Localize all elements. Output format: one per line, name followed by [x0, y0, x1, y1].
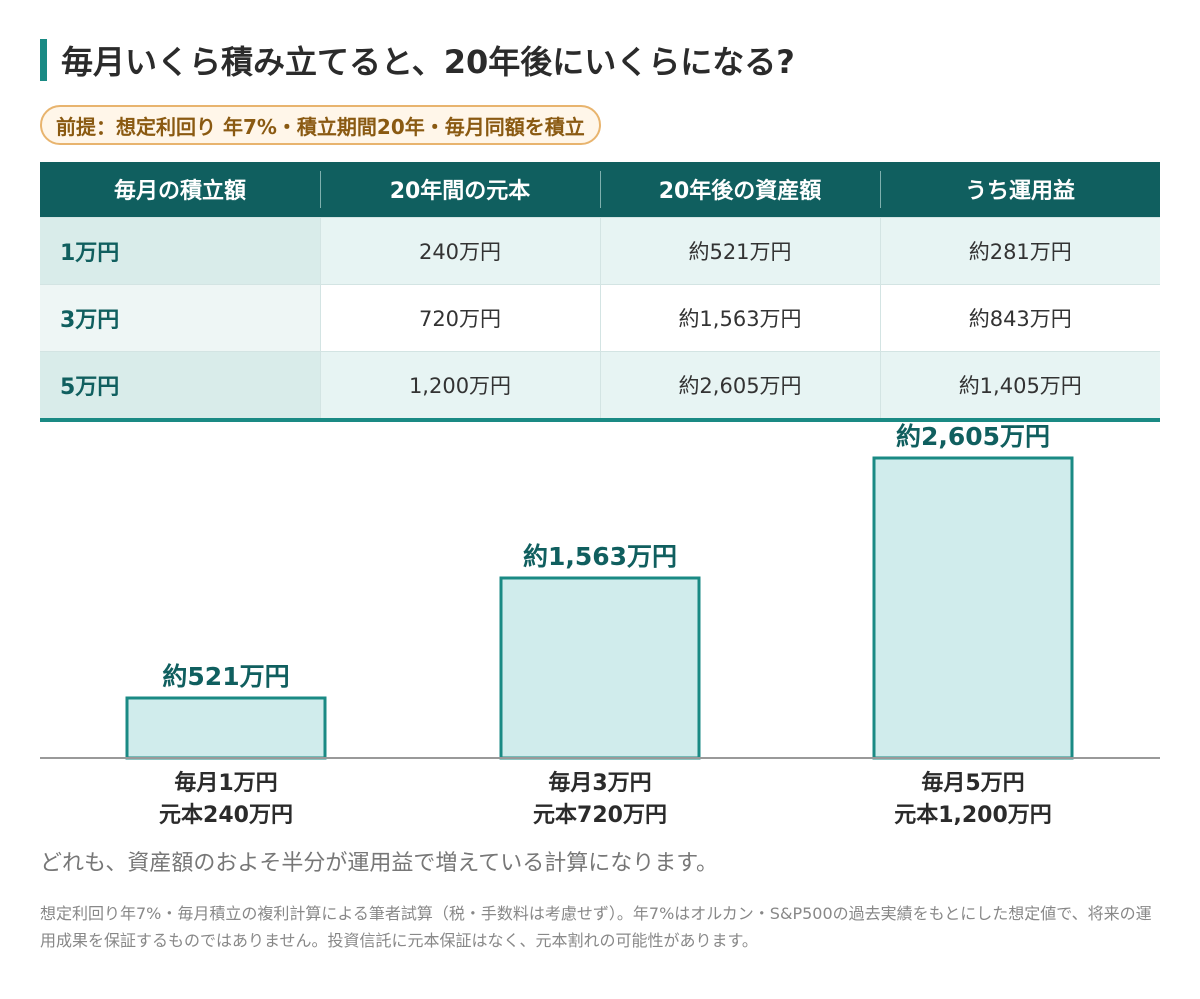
cell-principal: 240万円	[319, 216, 600, 284]
cell-principal: 1,200万円	[319, 350, 600, 418]
bar	[872, 456, 1074, 760]
header-monthly-amount: 毎月の積立額	[40, 162, 320, 217]
x-label-principal: 元本1,200万円	[894, 803, 1052, 828]
bar	[125, 696, 327, 760]
bar-chart: 約521万円 約1,563万円 約2,605万円	[40, 422, 1160, 760]
page-title: 毎月いくら積み立てると、20年後にいくらになる?	[61, 43, 795, 81]
premise-badge: 前提：想定利回り 年7%・積立期間20年・毎月同額を積立	[40, 105, 601, 145]
cell-monthly-amount: 3万円	[40, 283, 320, 351]
cell-investment-gain: 約281万円	[879, 216, 1160, 284]
cell-principal: 720万円	[319, 283, 600, 351]
x-category-label: 毎月5万円 元本1,200万円	[843, 768, 1103, 832]
table-row: 1万円 240万円 約521万円 約281万円	[40, 216, 1160, 284]
bar-value-label: 約2,605万円	[896, 422, 1050, 451]
x-label-monthly: 毎月3万円	[548, 771, 652, 796]
title-accent-bar	[40, 39, 47, 81]
bar-group: 約521万円 約1,563万円 約2,605万円	[125, 422, 1074, 760]
header-principal: 20年間の元本	[320, 162, 600, 217]
footnote: 想定利回り年7%・毎月積立の複利計算による筆者試算（税・手数料は考慮せず）。年7…	[40, 904, 1152, 950]
cell-monthly-amount: 5万円	[40, 350, 320, 418]
cell-asset-value: 約1,563万円	[599, 283, 880, 351]
cell-asset-value: 約2,605万円	[599, 350, 880, 418]
bar-value-label: 約521万円	[162, 662, 289, 691]
table-row: 5万円 1,200万円 約2,605万円 約1,405万円	[40, 350, 1160, 418]
x-category-label: 毎月1万円 元本240万円	[96, 768, 356, 832]
x-label-monthly: 毎月1万円	[174, 771, 278, 796]
summary-table: 毎月の積立額 20年間の元本 20年後の資産額 うち運用益 1万円 240万円 …	[40, 162, 1160, 418]
bar-value-label: 約1,563万円	[523, 542, 677, 571]
cell-investment-gain: 約843万円	[879, 283, 1160, 351]
cell-monthly-amount: 1万円	[40, 216, 320, 284]
summary-note: どれも、資産額のおよそ半分が運用益で増えている計算になります。	[40, 851, 719, 876]
header-investment-gain: うち運用益	[880, 162, 1160, 217]
x-label-principal: 元本720万円	[533, 803, 667, 828]
cell-investment-gain: 約1,405万円	[879, 350, 1160, 418]
header-asset-value: 20年後の資産額	[600, 162, 880, 217]
title-block: 毎月いくら積み立てると、20年後にいくらになる?	[40, 38, 795, 82]
x-category-label: 毎月3万円 元本720万円	[470, 768, 730, 832]
table-header-row: 毎月の積立額 20年間の元本 20年後の資産額 うち運用益	[40, 162, 1160, 217]
cell-asset-value: 約521万円	[599, 216, 880, 284]
x-label-monthly: 毎月5万円	[921, 771, 1025, 796]
bar	[499, 576, 701, 760]
table-bottom-rule	[40, 418, 1160, 422]
table-row: 3万円 720万円 約1,563万円 約843万円	[40, 283, 1160, 351]
x-label-principal: 元本240万円	[159, 803, 293, 828]
